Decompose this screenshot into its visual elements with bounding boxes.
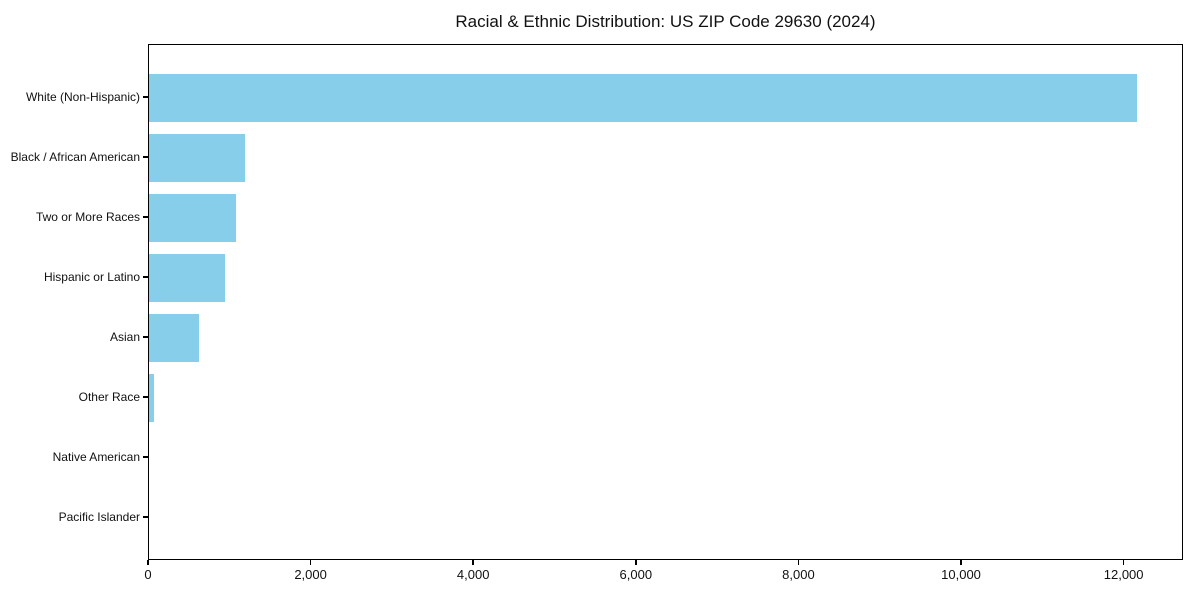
x-tick-label-1: 2,000 xyxy=(294,567,327,582)
y-label-7: Pacific Islander xyxy=(58,509,140,524)
x-tick-3 xyxy=(635,560,637,565)
x-tick-4 xyxy=(797,560,800,565)
y-label-6: Native American xyxy=(52,449,140,464)
bar-3 xyxy=(149,254,225,302)
x-tick-2 xyxy=(472,560,474,565)
y-tick-1 xyxy=(143,156,148,158)
x-tick-label-4: 8,000 xyxy=(782,567,815,582)
y-tick-6 xyxy=(143,456,148,458)
plot-area xyxy=(148,44,1183,560)
y-tick-4 xyxy=(143,336,148,338)
y-tick-3 xyxy=(143,276,148,278)
bar-5 xyxy=(149,374,154,422)
y-label-3: Hispanic or Latino xyxy=(43,269,140,284)
x-tick-6 xyxy=(1122,560,1125,565)
bar-1 xyxy=(149,134,245,182)
bar-4 xyxy=(149,314,200,362)
chart-title: Racial & Ethnic Distribution: US ZIP Cod… xyxy=(455,12,876,31)
y-tick-2 xyxy=(143,216,148,218)
y-tick-0 xyxy=(143,96,148,98)
x-tick-5 xyxy=(960,560,962,565)
x-tick-label-0: 0 xyxy=(144,567,152,582)
y-label-0: White (Non-Hispanic) xyxy=(25,89,140,104)
bar-2 xyxy=(149,194,236,242)
x-tick-label-3: 6,000 xyxy=(619,567,653,582)
y-label-5: Other Race xyxy=(78,389,140,404)
y-label-2: Two or More Races xyxy=(35,209,140,224)
y-tick-5 xyxy=(143,396,148,398)
y-label-4: Asian xyxy=(109,329,140,344)
x-tick-label-5: 10,000 xyxy=(941,567,981,582)
x-tick-1 xyxy=(309,560,312,565)
x-tick-0 xyxy=(147,560,149,565)
y-tick-7 xyxy=(143,516,148,518)
x-tick-label-6: 12,000 xyxy=(1103,567,1144,582)
x-tick-label-2: 4,000 xyxy=(456,567,490,582)
bar-0 xyxy=(149,74,1137,122)
y-label-1: Black / African American xyxy=(10,149,140,164)
